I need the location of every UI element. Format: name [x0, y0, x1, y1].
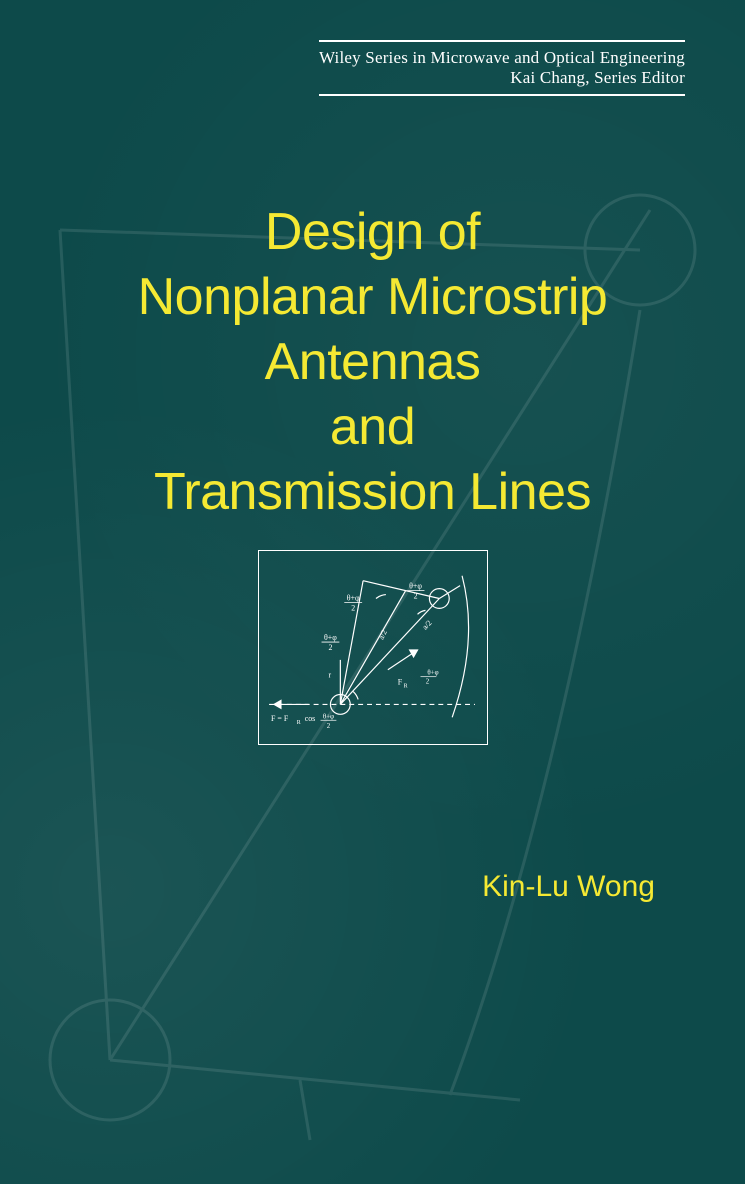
- title-line-1: Design of: [0, 200, 745, 265]
- svg-text:2: 2: [425, 679, 429, 686]
- series-header: Wiley Series in Microwave and Optical En…: [319, 40, 685, 96]
- antenna-geometry-diagram: θ+φ 2 θ+φ 2 θ+φ 2 a/2 a/2 r F R θ+φ 2 F …: [259, 551, 487, 744]
- svg-text:F: F: [397, 678, 402, 687]
- title-line-3: Antennas: [0, 330, 745, 395]
- svg-text:θ+φ: θ+φ: [322, 713, 333, 720]
- svg-text:2: 2: [326, 723, 330, 730]
- svg-text:R: R: [403, 684, 407, 690]
- svg-text:a/2: a/2: [420, 618, 433, 631]
- title-line-2: Nonplanar Microstrip: [0, 265, 745, 330]
- svg-text:θ+φ: θ+φ: [346, 593, 359, 602]
- svg-text:2: 2: [351, 603, 355, 612]
- svg-text:cos: cos: [304, 714, 315, 723]
- svg-text:R: R: [296, 720, 300, 726]
- svg-text:θ+φ: θ+φ: [409, 582, 422, 591]
- cover-diagram: θ+φ 2 θ+φ 2 θ+φ 2 a/2 a/2 r F R θ+φ 2 F …: [258, 550, 488, 745]
- author-name: Kin-Lu Wong: [482, 870, 655, 904]
- series-line-2: Kai Chang, Series Editor: [319, 68, 685, 88]
- book-title: Design of Nonplanar Microstrip Antennas …: [0, 200, 745, 525]
- svg-text:θ+φ: θ+φ: [324, 633, 337, 642]
- svg-text:F = F: F = F: [271, 714, 289, 723]
- series-line-1: Wiley Series in Microwave and Optical En…: [319, 48, 685, 68]
- title-line-4: and: [0, 395, 745, 460]
- svg-text:θ+φ: θ+φ: [427, 670, 438, 677]
- svg-text:r: r: [328, 671, 331, 680]
- svg-text:2: 2: [413, 592, 417, 601]
- svg-text:2: 2: [328, 643, 332, 652]
- title-line-5: Transmission Lines: [0, 460, 745, 525]
